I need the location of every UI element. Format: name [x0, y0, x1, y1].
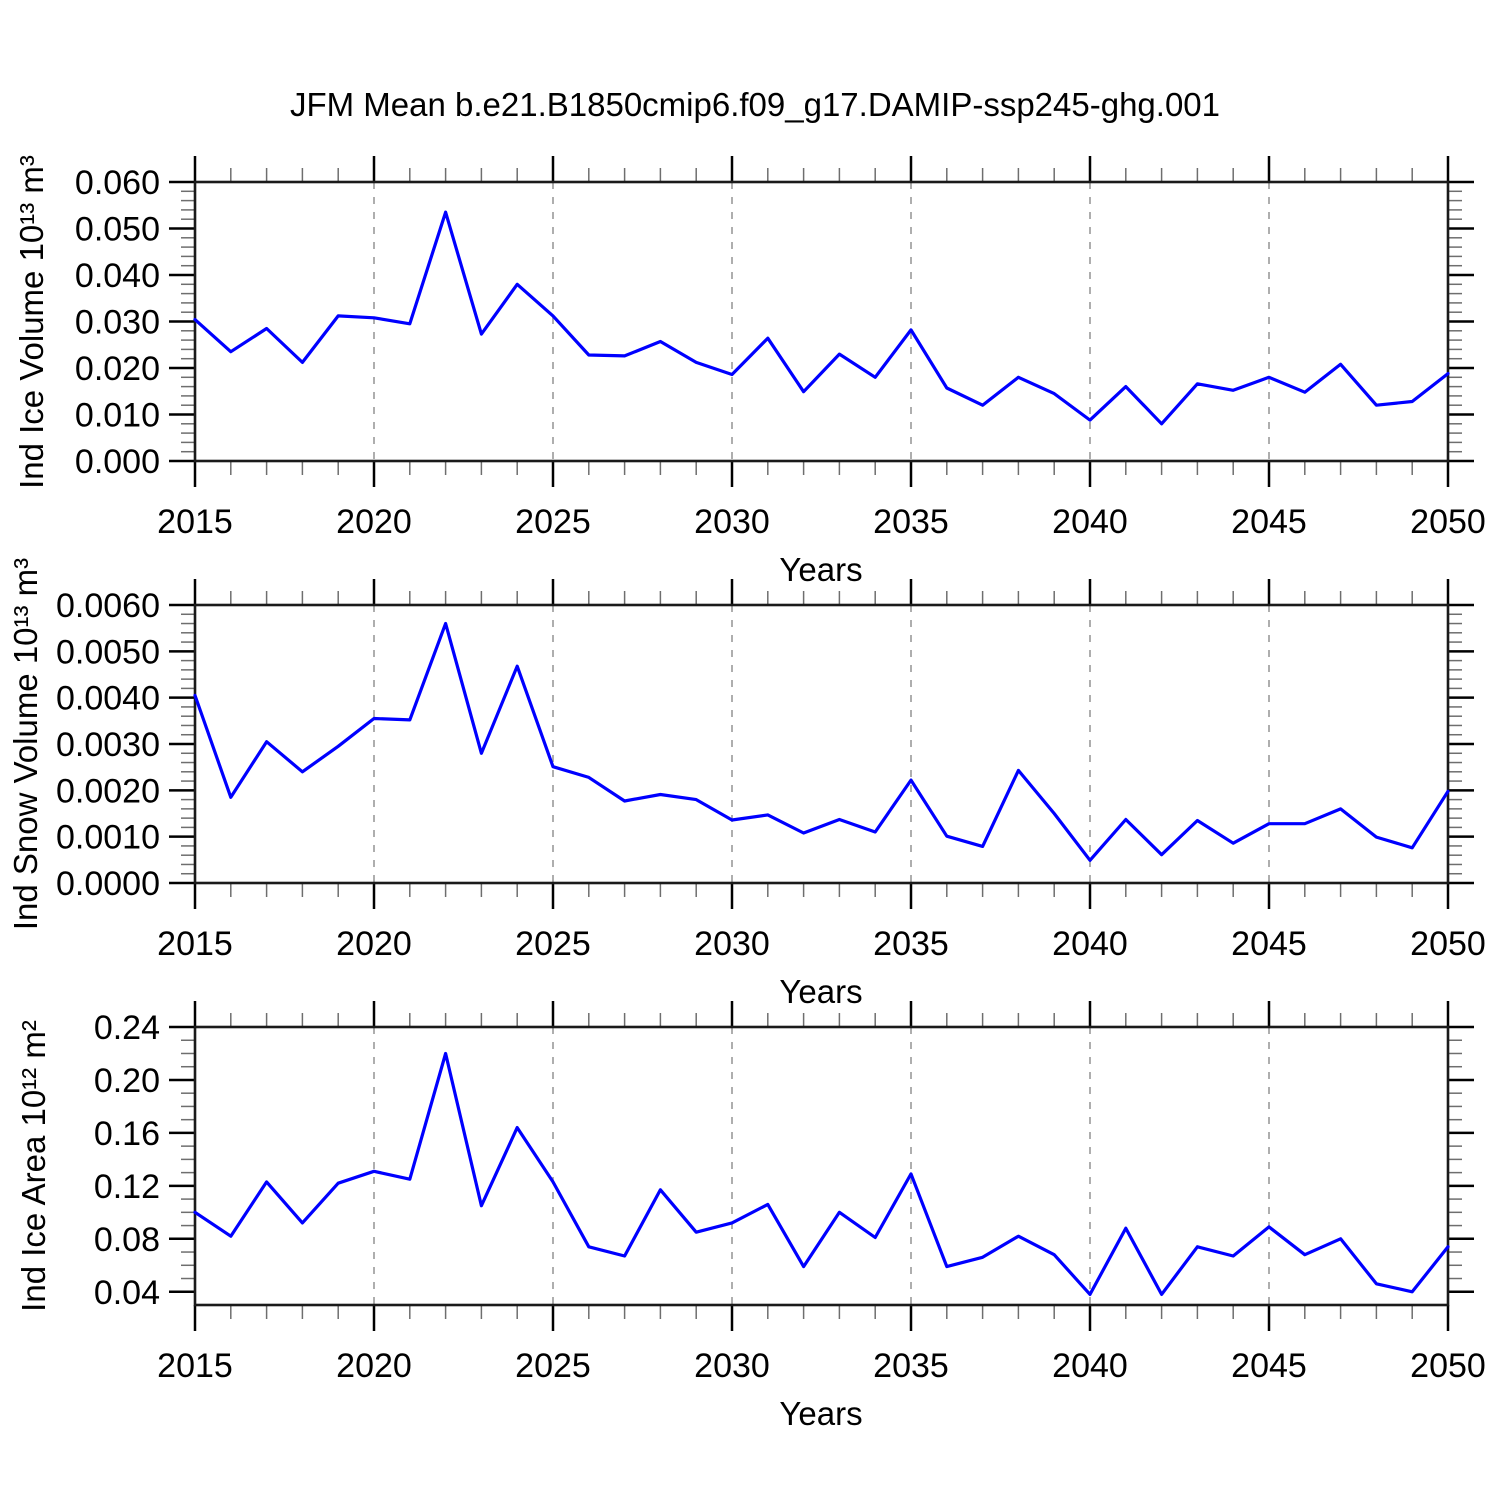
x-axis-ticks: 2015 2020 2025 2030 2035 2040 2045 2050 — [157, 1001, 1486, 1385]
x-tick-label: 2030 — [694, 503, 770, 541]
x-tick-label: 2045 — [1231, 925, 1307, 963]
panel-ind-snow-volume: 2015 2020 2025 2030 2035 2040 2045 20500.00000.… — [56, 579, 1486, 963]
x-tick-label: 2035 — [873, 925, 949, 963]
x-tick-label: 2025 — [515, 503, 591, 541]
plot-frame — [193, 603, 1450, 885]
x-tick-label: 2030 — [694, 1347, 770, 1385]
y-axis-ticks: 0.04 0.08 0.12 0.16 0.20 0.24 — [94, 1009, 1474, 1312]
y-tick-label: 0.0060 — [56, 587, 160, 625]
x-tick-label: 2025 — [515, 925, 591, 963]
y-tick-label: 0.08 — [94, 1221, 160, 1259]
plot-frame — [193, 180, 1450, 463]
y-axis-title-ice-area: Ind Ice Area 10¹² m² — [15, 1020, 52, 1312]
data-line-ind-snow-volume — [193, 621, 1450, 862]
x-axis-title-years-panel3: Years — [779, 1395, 863, 1432]
y-tick-label: 0.12 — [94, 1168, 160, 1206]
x-tick-label: 2025 — [515, 1347, 591, 1385]
y-tick-label: 0.010 — [75, 397, 160, 435]
y-tick-label: 0.0020 — [56, 772, 160, 810]
y-tick-label: 0.0050 — [56, 633, 160, 671]
y-tick-label: 0.050 — [75, 211, 160, 249]
y-tick-label: 0.030 — [75, 304, 160, 342]
y-tick-label: 0.000 — [75, 443, 160, 481]
y-tick-label: 0.16 — [94, 1115, 160, 1153]
y-tick-label: 0.0030 — [56, 726, 160, 764]
y-tick-label: 0.040 — [75, 257, 160, 295]
x-tick-label: 2030 — [694, 925, 770, 963]
y-tick-label: 0.060 — [75, 164, 160, 202]
y-axis-ticks: 0.0000 0.0010 0.0020 0.0030 0.0040 0.0050 0.00… — [56, 587, 1474, 903]
panel-ind-ice-volume: 2015 2020 2025 2030 2035 2040 2045 20500.0000.0… — [75, 156, 1486, 541]
y-tick-label: 0.04 — [94, 1274, 160, 1312]
y-tick-label: 0.020 — [75, 350, 160, 388]
y-axis-title-ice-volume: Ind Ice Volume 10¹³ m³ — [13, 155, 50, 489]
x-tick-label: 2035 — [873, 503, 949, 541]
gridlines — [373, 605, 1270, 883]
plot-frame — [193, 1025, 1450, 1307]
x-tick-label: 2045 — [1231, 1347, 1307, 1385]
x-tick-label: 2015 — [157, 1347, 233, 1385]
x-tick-label: 2040 — [1052, 1347, 1128, 1385]
x-tick-label: 2015 — [157, 925, 233, 963]
x-tick-label: 2020 — [336, 925, 412, 963]
gridlines — [373, 182, 1270, 461]
x-tick-label: 2040 — [1052, 925, 1128, 963]
x-tick-label: 2020 — [336, 1347, 412, 1385]
x-tick-label: 2050 — [1410, 1347, 1486, 1385]
x-tick-label: 2040 — [1052, 503, 1128, 541]
y-tick-label: 0.24 — [94, 1009, 160, 1047]
y-axis-title-snow-volume: Ind Snow Volume 10¹³ m³ — [7, 557, 44, 931]
x-tick-label: 2050 — [1410, 925, 1486, 963]
x-axis-ticks: 2015 2020 2025 2030 2035 2040 2045 2050 — [157, 579, 1486, 963]
y-tick-label: 0.0010 — [56, 819, 160, 857]
y-axis-ticks: 0.000 0.010 0.020 0.030 0.040 0.050 0.060 — [75, 164, 1474, 481]
x-axis-title-years-panel1: Years — [779, 551, 863, 588]
x-axis-title-years-panel2: Years — [779, 973, 863, 1010]
panel-ind-ice-area: 2015 2020 2025 2030 2035 2040 2045 2050 0.04 0.08… — [94, 1001, 1486, 1385]
x-tick-label: 2035 — [873, 1347, 949, 1385]
x-axis-ticks: 2015 2020 2025 2030 2035 2040 2045 2050 — [157, 156, 1486, 541]
x-tick-label: 2015 — [157, 503, 233, 541]
data-line-ind-ice-volume — [193, 210, 1450, 426]
y-tick-label: 0.0000 — [56, 865, 160, 903]
gridlines — [373, 1027, 1270, 1305]
x-tick-label: 2045 — [1231, 503, 1307, 541]
y-tick-label: 0.20 — [94, 1062, 160, 1100]
x-tick-label: 2050 — [1410, 503, 1486, 541]
y-tick-label: 0.0040 — [56, 680, 160, 718]
chart-title: JFM Mean b.e21.B1850cmip6.f09_g17.DAMIP-… — [289, 86, 1221, 123]
x-tick-label: 2020 — [336, 503, 412, 541]
data-line-ind-ice-area — [193, 1051, 1450, 1297]
